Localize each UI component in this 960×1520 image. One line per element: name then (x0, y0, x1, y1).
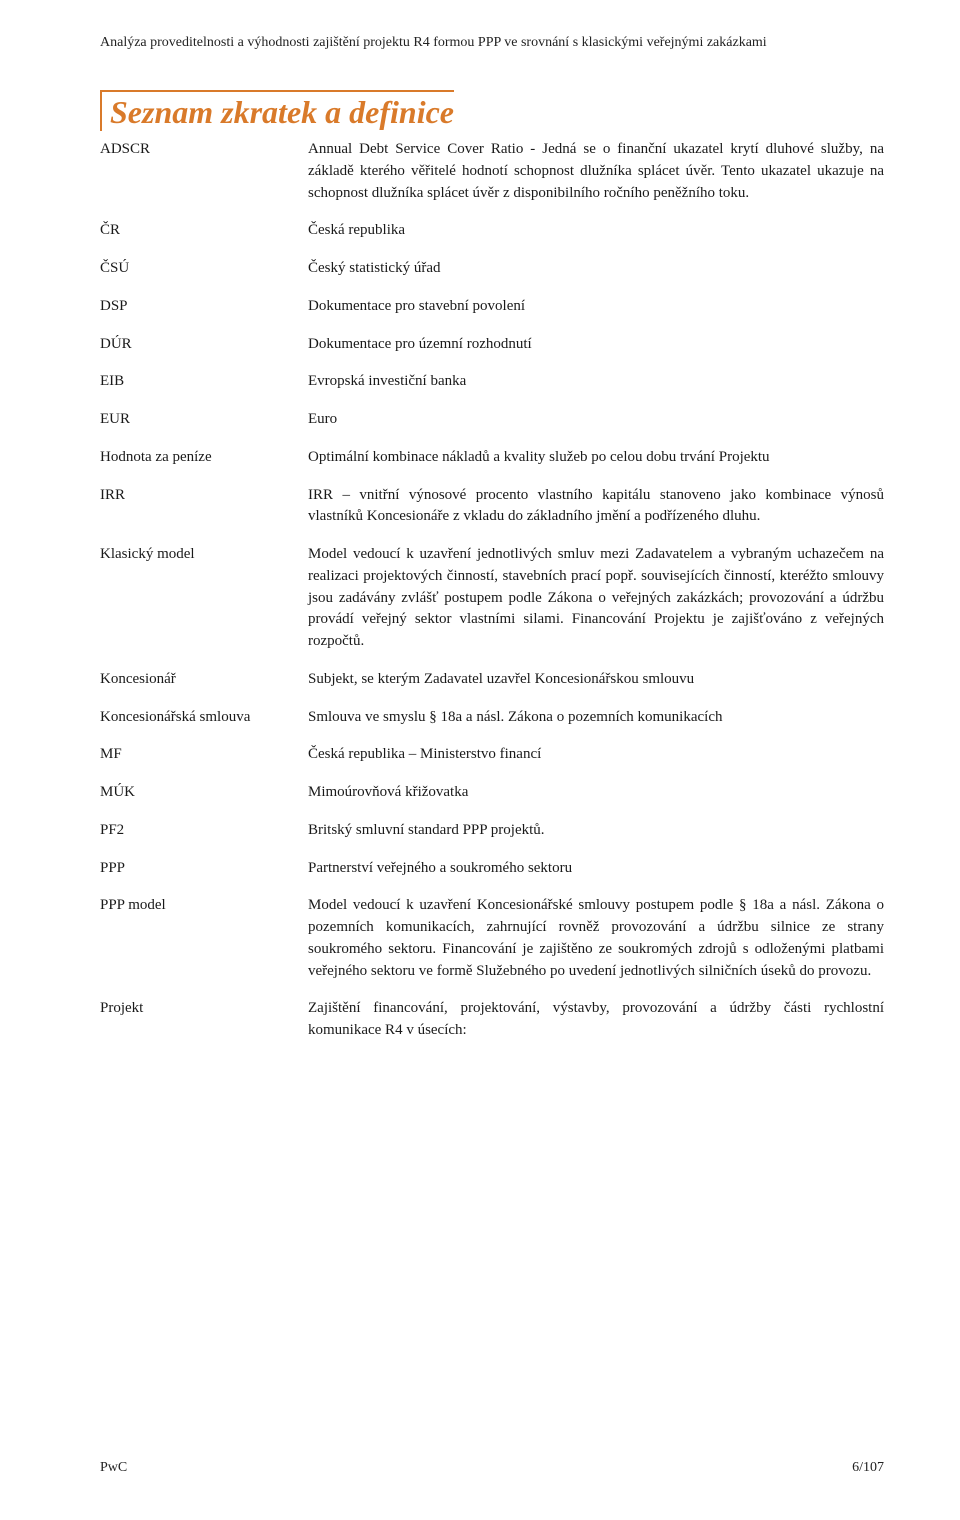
definition-row: Klasický modelModel vedoucí k uzavření j… (100, 544, 884, 653)
definition-description: Subjekt, se kterým Zadavatel uzavřel Kon… (308, 669, 884, 691)
definition-term: Hodnota za peníze (100, 447, 308, 469)
definition-description: Annual Debt Service Cover Ratio - Jedná … (308, 139, 884, 204)
definition-row: ČRČeská republika (100, 220, 884, 242)
definition-description: Partnerství veřejného a soukromého sekto… (308, 858, 884, 880)
definition-description: Česká republika – Ministerstvo financí (308, 744, 884, 766)
definition-description: Britský smluvní standard PPP projektů. (308, 820, 884, 842)
definition-description: Zajištění financování, projektování, výs… (308, 998, 884, 1042)
definition-row: DSPDokumentace pro stavební povolení (100, 296, 884, 318)
footer-page-number: 6/107 (852, 1460, 884, 1476)
definition-row: KoncesionářSubjekt, se kterým Zadavatel … (100, 669, 884, 691)
definition-description: Smlouva ve smyslu § 18a a násl. Zákona o… (308, 707, 884, 729)
definition-row: IRRIRR – vnitřní výnosové procento vlast… (100, 485, 884, 529)
definition-term: PPP model (100, 895, 308, 917)
definition-description: Český statistický úřad (308, 258, 884, 280)
definition-term: MÚK (100, 782, 308, 804)
running-header: Analýza proveditelnosti a výhodnosti zaj… (100, 34, 884, 52)
definition-term: PF2 (100, 820, 308, 842)
definition-row: Hodnota za penízeOptimální kombinace nák… (100, 447, 884, 469)
definition-term: IRR (100, 485, 308, 507)
page-title: Seznam zkratek a definice (100, 90, 454, 131)
definition-term: ADSCR (100, 139, 308, 161)
definition-row: EIBEvropská investiční banka (100, 371, 884, 393)
page: Analýza proveditelnosti a výhodnosti zaj… (0, 0, 960, 1520)
definition-description: Dokumentace pro územní rozhodnutí (308, 334, 884, 356)
definition-term: Koncesionář (100, 669, 308, 691)
definition-row: PPPPartnerství veřejného a soukromého se… (100, 858, 884, 880)
definition-row: MÚKMimoúrovňová křižovatka (100, 782, 884, 804)
definition-term: Koncesionářská smlouva (100, 707, 308, 729)
definition-row: PF2Britský smluvní standard PPP projektů… (100, 820, 884, 842)
definition-description: Evropská investiční banka (308, 371, 884, 393)
definition-term: MF (100, 744, 308, 766)
definition-description: Model vedoucí k uzavření jednotlivých sm… (308, 544, 884, 653)
definition-term: ČSÚ (100, 258, 308, 280)
definition-row: MFČeská republika – Ministerstvo financí (100, 744, 884, 766)
definition-row: EUREuro (100, 409, 884, 431)
definition-row: ProjektZajištění financování, projektová… (100, 998, 884, 1042)
definition-description: Optimální kombinace nákladů a kvality sl… (308, 447, 884, 469)
definition-description: Model vedoucí k uzavření Koncesionářské … (308, 895, 884, 982)
definition-term: PPP (100, 858, 308, 880)
definition-term: DÚR (100, 334, 308, 356)
definitions-list: ADSCRAnnual Debt Service Cover Ratio - J… (100, 139, 884, 1042)
definition-description: Euro (308, 409, 884, 431)
definition-description: Česká republika (308, 220, 884, 242)
definition-row: ČSÚČeský statistický úřad (100, 258, 884, 280)
definition-term: Klasický model (100, 544, 308, 566)
definition-term: ČR (100, 220, 308, 242)
definition-description: Dokumentace pro stavební povolení (308, 296, 884, 318)
definition-description: Mimoúrovňová křižovatka (308, 782, 884, 804)
page-footer: PwC 6/107 (100, 1460, 884, 1476)
definition-row: Koncesionářská smlouvaSmlouva ve smyslu … (100, 707, 884, 729)
definition-term: DSP (100, 296, 308, 318)
definition-row: DÚRDokumentace pro územní rozhodnutí (100, 334, 884, 356)
definition-row: ADSCRAnnual Debt Service Cover Ratio - J… (100, 139, 884, 204)
footer-left: PwC (100, 1460, 127, 1476)
definition-description: IRR – vnitřní výnosové procento vlastníh… (308, 485, 884, 529)
definition-term: EIB (100, 371, 308, 393)
definition-term: EUR (100, 409, 308, 431)
definition-row: PPP modelModel vedoucí k uzavření Konces… (100, 895, 884, 982)
definition-term: Projekt (100, 998, 308, 1020)
